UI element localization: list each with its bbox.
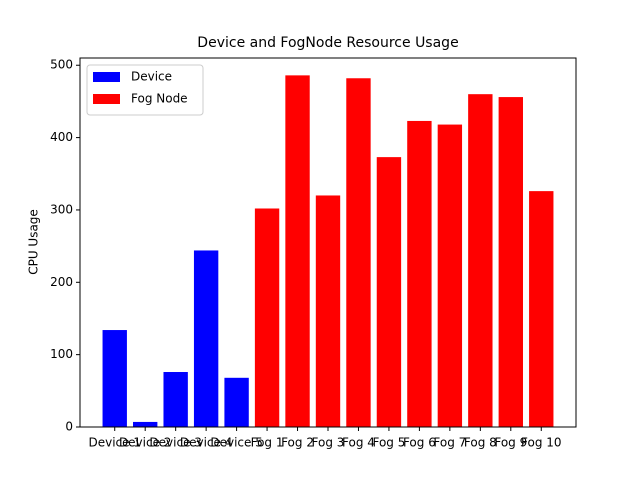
x-tick-label: Fog 1	[251, 436, 284, 450]
bar	[498, 97, 523, 427]
x-tick-label: Fog 9	[494, 436, 527, 450]
bar	[468, 94, 493, 428]
y-tick-label: 300	[50, 202, 73, 216]
x-tick-label: Fog 5	[372, 436, 405, 450]
bar	[315, 195, 341, 427]
bar	[102, 330, 127, 427]
bar	[376, 157, 402, 427]
legend-swatch	[93, 72, 120, 82]
x-tick-label: Fog 6	[403, 436, 436, 450]
bar	[407, 120, 432, 428]
x-tick-label: Fog 7	[433, 436, 466, 450]
bar	[163, 372, 188, 427]
x-tick-label: Fog 3	[312, 436, 345, 450]
y-tick-label: 200	[50, 275, 73, 289]
bar	[529, 191, 554, 427]
bar	[193, 250, 219, 427]
x-tick-label: Device 1	[88, 436, 141, 450]
x-tick-label: Device 5	[210, 436, 263, 450]
legend-label: Device	[131, 70, 172, 84]
bar	[133, 421, 158, 427]
x-tick-label: Device 2	[119, 436, 172, 450]
bar	[224, 377, 249, 427]
bar	[254, 208, 280, 427]
y-tick-label: 100	[50, 347, 73, 361]
y-tick-label: 400	[50, 130, 73, 144]
legend-label: Fog Node	[131, 92, 188, 106]
x-tick-label: Fog 2	[281, 436, 314, 450]
x-tick-label: Fog 8	[464, 436, 497, 450]
x-tick-label: Fog 4	[342, 436, 375, 450]
bar	[437, 124, 463, 428]
legend-swatch	[93, 94, 120, 104]
bar	[346, 78, 371, 428]
x-tick-label: Fog 10	[521, 436, 562, 450]
x-tick-label: Device 3	[149, 436, 202, 450]
y-axis-label: CPU Usage	[27, 209, 41, 275]
plot-frame	[79, 57, 577, 428]
y-tick-label: 500	[50, 58, 73, 72]
bar	[285, 75, 310, 427]
y-tick-label: 0	[65, 420, 73, 434]
chart-title: Device and FogNode Resource Usage	[197, 35, 458, 51]
x-tick-label: Device 4	[180, 436, 233, 450]
